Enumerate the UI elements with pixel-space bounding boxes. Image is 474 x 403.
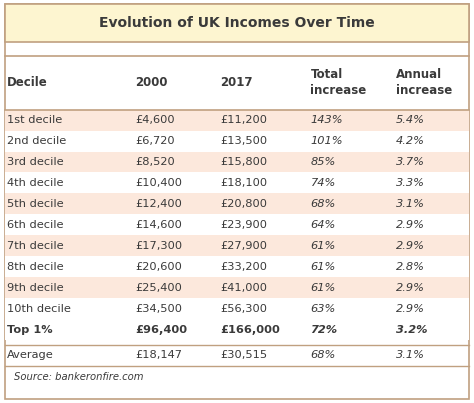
FancyBboxPatch shape: [5, 319, 469, 340]
Text: £30,515: £30,515: [220, 351, 267, 360]
FancyBboxPatch shape: [5, 277, 469, 298]
FancyBboxPatch shape: [5, 172, 469, 193]
FancyBboxPatch shape: [5, 152, 469, 172]
Text: £20,600: £20,600: [135, 262, 182, 272]
Text: £14,600: £14,600: [135, 220, 182, 230]
Text: £4,600: £4,600: [135, 115, 175, 125]
Text: 5th decile: 5th decile: [7, 199, 64, 209]
FancyBboxPatch shape: [5, 4, 469, 42]
Text: 2.9%: 2.9%: [396, 220, 425, 230]
Text: Decile: Decile: [7, 76, 48, 89]
Text: £15,800: £15,800: [220, 157, 267, 167]
Text: £33,200: £33,200: [220, 262, 267, 272]
Text: 2000: 2000: [135, 76, 168, 89]
Text: 10th decile: 10th decile: [7, 304, 71, 314]
Text: 2.8%: 2.8%: [396, 262, 425, 272]
FancyBboxPatch shape: [5, 4, 469, 399]
Text: 61%: 61%: [310, 241, 336, 251]
Text: 3.2%: 3.2%: [396, 325, 427, 334]
Text: 4.2%: 4.2%: [396, 136, 425, 146]
Text: 3.3%: 3.3%: [396, 178, 425, 188]
Text: 6th decile: 6th decile: [7, 220, 64, 230]
Text: 3rd decile: 3rd decile: [7, 157, 64, 167]
Text: £8,520: £8,520: [135, 157, 175, 167]
Text: Average: Average: [7, 351, 54, 360]
Text: 74%: 74%: [310, 178, 336, 188]
Text: 5.4%: 5.4%: [396, 115, 425, 125]
Text: 2.9%: 2.9%: [396, 304, 425, 314]
Text: 9th decile: 9th decile: [7, 283, 64, 293]
Text: £23,900: £23,900: [220, 220, 267, 230]
Text: 2.9%: 2.9%: [396, 283, 425, 293]
FancyBboxPatch shape: [5, 214, 469, 235]
Text: 64%: 64%: [310, 220, 336, 230]
Text: 68%: 68%: [310, 199, 336, 209]
Text: £10,400: £10,400: [135, 178, 182, 188]
Text: Annual
increase: Annual increase: [396, 68, 452, 97]
Text: £18,147: £18,147: [135, 351, 182, 360]
Text: Total
increase: Total increase: [310, 68, 367, 97]
Text: Evolution of UK Incomes Over Time: Evolution of UK Incomes Over Time: [99, 16, 375, 30]
Text: £25,400: £25,400: [135, 283, 182, 293]
FancyBboxPatch shape: [5, 256, 469, 277]
FancyBboxPatch shape: [5, 110, 469, 131]
Text: £34,500: £34,500: [135, 304, 182, 314]
Text: £166,000: £166,000: [220, 325, 280, 334]
Text: 1st decile: 1st decile: [7, 115, 63, 125]
Text: Top 1%: Top 1%: [7, 325, 53, 334]
Text: 7th decile: 7th decile: [7, 241, 64, 251]
Text: 2.9%: 2.9%: [396, 241, 425, 251]
Text: £96,400: £96,400: [135, 325, 187, 334]
FancyBboxPatch shape: [5, 193, 469, 214]
Text: 2nd decile: 2nd decile: [7, 136, 66, 146]
Text: 8th decile: 8th decile: [7, 262, 64, 272]
Text: 72%: 72%: [310, 325, 337, 334]
Text: 2017: 2017: [220, 76, 253, 89]
Text: £11,200: £11,200: [220, 115, 267, 125]
Text: £6,720: £6,720: [135, 136, 175, 146]
Text: 85%: 85%: [310, 157, 336, 167]
FancyBboxPatch shape: [5, 131, 469, 152]
Text: 61%: 61%: [310, 283, 336, 293]
FancyBboxPatch shape: [5, 298, 469, 319]
Text: £20,800: £20,800: [220, 199, 267, 209]
Text: 101%: 101%: [310, 136, 343, 146]
Text: £12,400: £12,400: [135, 199, 182, 209]
Text: £17,300: £17,300: [135, 241, 182, 251]
Text: £18,100: £18,100: [220, 178, 267, 188]
Text: 3.1%: 3.1%: [396, 199, 425, 209]
Text: £56,300: £56,300: [220, 304, 267, 314]
Text: 3.7%: 3.7%: [396, 157, 425, 167]
Text: Source: bankeronfire.com: Source: bankeronfire.com: [14, 372, 144, 382]
Text: £41,000: £41,000: [220, 283, 267, 293]
Text: 63%: 63%: [310, 304, 336, 314]
Text: 3.1%: 3.1%: [396, 351, 425, 360]
FancyBboxPatch shape: [5, 235, 469, 256]
Text: £27,900: £27,900: [220, 241, 267, 251]
Text: 143%: 143%: [310, 115, 343, 125]
Text: 61%: 61%: [310, 262, 336, 272]
Text: 4th decile: 4th decile: [7, 178, 64, 188]
Text: 68%: 68%: [310, 351, 336, 360]
Text: £13,500: £13,500: [220, 136, 267, 146]
